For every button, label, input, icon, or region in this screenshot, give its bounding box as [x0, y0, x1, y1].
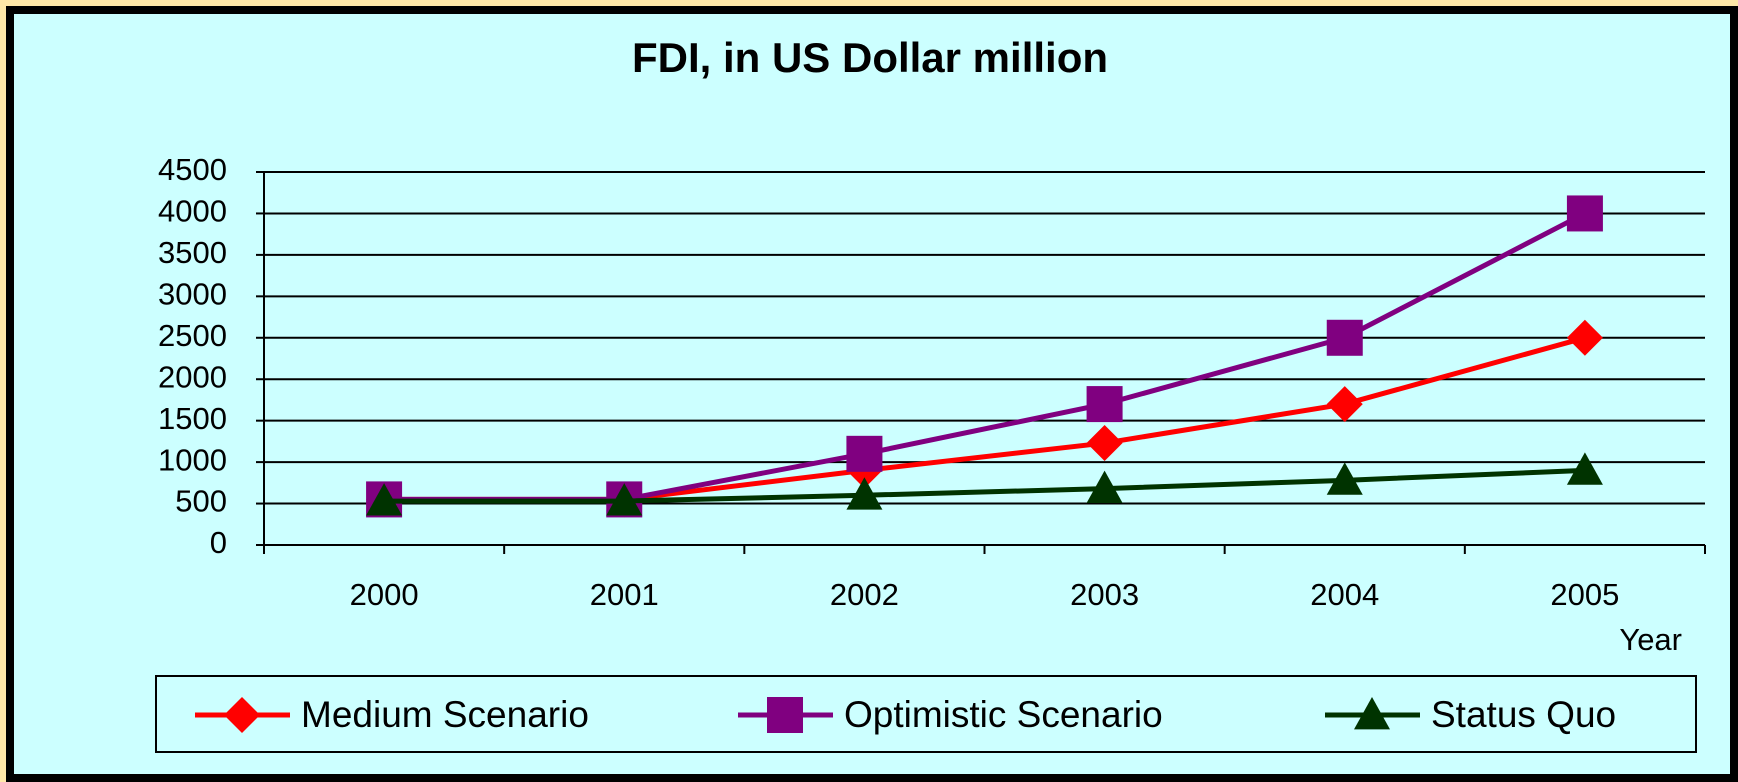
data-point	[1326, 462, 1363, 495]
data-point	[1326, 319, 1363, 356]
data-point	[846, 477, 883, 510]
x-tick-label: 2002	[830, 577, 899, 612]
x-tick-label: 2005	[1550, 577, 1619, 612]
legend-marker	[1354, 697, 1390, 730]
chart-frame	[6, 6, 1738, 782]
data-point	[1086, 425, 1123, 462]
legend-label: Optimistic Scenario	[844, 694, 1163, 735]
data-point	[846, 435, 883, 472]
legend-marker	[224, 697, 260, 733]
data-point	[1566, 319, 1603, 356]
y-tick-label: 4000	[158, 194, 227, 229]
chart-title: FDI, in US Dollar million	[632, 34, 1108, 81]
y-tick-label: 3000	[158, 277, 227, 312]
x-axis-label: Year	[1619, 622, 1682, 657]
legend-marker	[767, 697, 803, 733]
data-point	[366, 483, 403, 516]
legend-box	[155, 675, 1697, 753]
x-tick-label: 2003	[1070, 577, 1139, 612]
y-tick-label: 1500	[158, 401, 227, 436]
x-tick-label: 2000	[350, 577, 419, 612]
series-line	[384, 467, 1586, 504]
data-point	[1566, 195, 1603, 232]
y-tick-label: 3500	[158, 235, 227, 270]
y-tick-label: 500	[175, 484, 227, 519]
legend-label: Medium Scenario	[301, 694, 589, 735]
data-point	[1086, 386, 1123, 423]
y-tick-label: 0	[210, 525, 227, 560]
y-tick-label: 2000	[158, 359, 227, 394]
data-point	[1566, 452, 1603, 485]
y-tick-label: 2500	[158, 318, 227, 353]
y-tick-label: 1000	[158, 442, 227, 477]
data-point	[1326, 386, 1363, 423]
y-tick-label: 4500	[158, 152, 227, 187]
x-tick-label: 2001	[590, 577, 659, 612]
legend-label: Status Quo	[1431, 694, 1616, 735]
data-point	[606, 483, 643, 516]
data-point	[1086, 470, 1123, 504]
x-tick-label: 2004	[1310, 577, 1379, 612]
